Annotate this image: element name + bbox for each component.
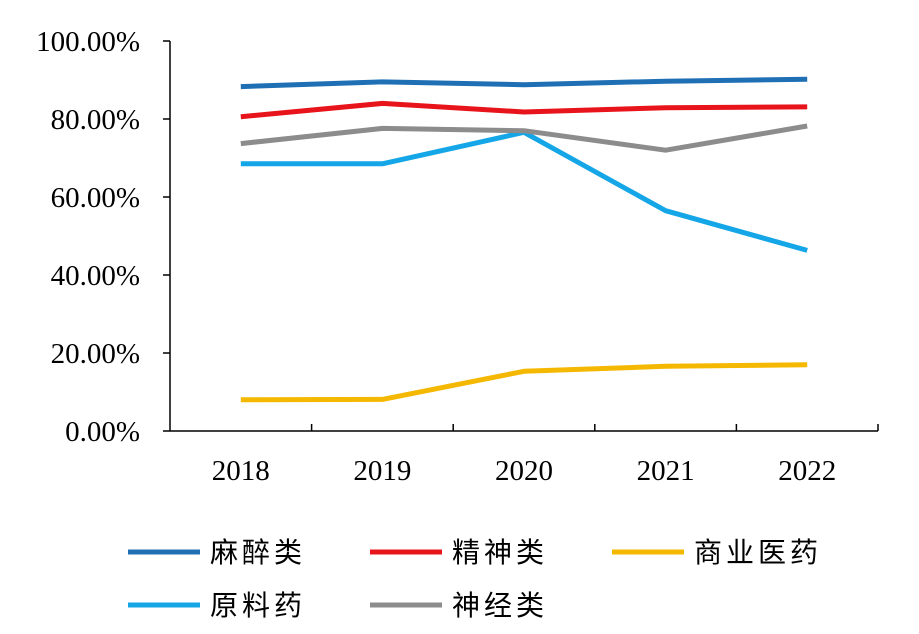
series-line-4: [240, 123, 808, 153]
x-tick-label: 2018: [212, 455, 270, 487]
series-line-0: [240, 76, 808, 90]
chart-series: [240, 76, 808, 403]
legend-label-3: 原料药: [210, 589, 306, 622]
x-tick-label: 2022: [778, 455, 836, 487]
y-tick-label: 20.00%: [51, 338, 140, 370]
legend-label-1: 精神类: [452, 536, 548, 569]
series-line-3: [240, 129, 808, 253]
legend-label-4: 神经类: [452, 589, 548, 622]
x-tick-label: 2020: [495, 455, 553, 487]
chart-ticks: 0.00% 20.00% 40.00% 60.00% 80.00% 100.00% 2018…: [36, 26, 879, 487]
legend-label-2: 商业医药: [694, 536, 822, 569]
y-tick-label: 100.00%: [36, 26, 140, 58]
chart-axes: [169, 41, 878, 432]
legend-label-0: 麻醉类: [210, 536, 306, 569]
series-line-1: [240, 100, 808, 120]
y-tick-label: 0.00%: [65, 416, 140, 448]
x-tick-label: 2019: [353, 455, 411, 487]
y-tick-label: 60.00%: [51, 182, 140, 214]
x-tick-label: 2021: [637, 455, 695, 487]
series-line-2: [240, 362, 808, 403]
y-tick-label: 80.00%: [51, 104, 140, 136]
y-tick-label: 40.00%: [51, 260, 140, 292]
